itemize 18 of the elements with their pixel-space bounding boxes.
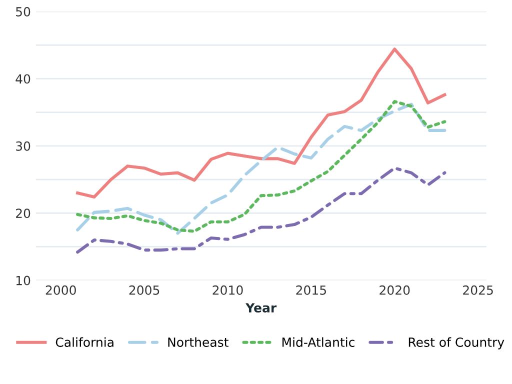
y-tick-label: 40	[16, 74, 30, 84]
x-tick-label: 2015	[296, 285, 326, 295]
legend-label: Rest of Country	[408, 337, 504, 350]
x-axis-title: Year	[246, 303, 277, 313]
x-tick-label: 2025	[463, 285, 493, 295]
x-tick-label: 2005	[129, 285, 160, 295]
y-tick-label: 50	[16, 6, 30, 16]
legend-label: California	[56, 337, 114, 347]
x-tick-label: 2000	[46, 285, 76, 295]
legend-label: Mid-Atlantic	[282, 337, 354, 347]
x-tick-label: 2010	[212, 285, 243, 295]
x-tick-label: 2020	[380, 285, 410, 295]
y-tick-label: 10	[16, 276, 30, 286]
y-tick-label: 20	[16, 208, 30, 218]
y-tick-label: 30	[16, 141, 30, 151]
legend-label: Northeast	[168, 337, 228, 347]
line-series	[76, 166, 446, 254]
line-series	[76, 48, 446, 199]
